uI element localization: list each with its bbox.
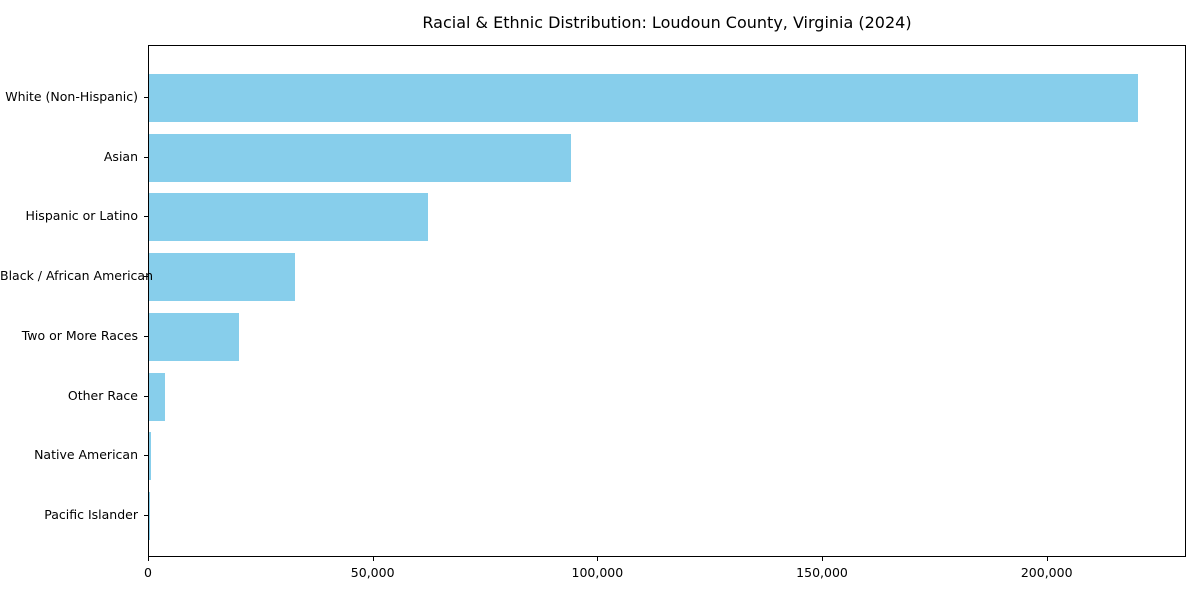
y-tick-label: Other Race bbox=[67, 387, 138, 403]
y-tick-label: Pacific Islander bbox=[44, 506, 138, 522]
bar-white-non-hispanic bbox=[149, 74, 1138, 122]
x-tick-mark bbox=[148, 557, 149, 561]
x-tick-label: 0 bbox=[144, 565, 152, 580]
bar-pacific-islander bbox=[149, 491, 150, 540]
plot-area bbox=[148, 45, 1186, 557]
bar-native-american bbox=[149, 432, 151, 481]
bar-two-or-more-races bbox=[149, 312, 239, 361]
x-tick-label: 100,000 bbox=[571, 565, 624, 580]
y-tick-label: Two or More Races bbox=[21, 327, 138, 343]
bar-asian bbox=[149, 133, 572, 182]
x-tick-mark bbox=[597, 557, 599, 561]
bar-black-african-american bbox=[149, 253, 296, 302]
y-tick-label: Hispanic or Latino bbox=[25, 208, 138, 224]
x-tick-mark bbox=[372, 557, 374, 561]
y-tick-mark bbox=[144, 216, 148, 218]
x-tick-label: 200,000 bbox=[1020, 565, 1073, 580]
y-tick-mark bbox=[144, 156, 148, 158]
y-tick-mark bbox=[144, 276, 148, 278]
y-tick-label: White (Non-Hispanic) bbox=[5, 89, 138, 104]
x-tick-mark bbox=[822, 557, 824, 561]
x-tick-label: 150,000 bbox=[796, 565, 848, 580]
y-tick-mark bbox=[144, 395, 148, 397]
y-tick-mark bbox=[144, 335, 148, 337]
x-tick-label: 50,000 bbox=[350, 565, 395, 580]
chart-title: Racial & Ethnic Distribution: Loudoun Co… bbox=[422, 13, 912, 32]
x-tick-mark bbox=[1046, 557, 1048, 561]
y-tick-mark bbox=[144, 514, 148, 516]
bar-hispanic-or-latino bbox=[149, 193, 428, 242]
y-tick-label: Black / African American bbox=[0, 268, 154, 284]
bar-other-race bbox=[149, 372, 165, 421]
y-tick-label: Native American bbox=[34, 447, 138, 463]
y-tick-mark bbox=[144, 97, 148, 98]
y-tick-label: Asian bbox=[103, 148, 138, 164]
y-tick-mark bbox=[144, 455, 148, 457]
